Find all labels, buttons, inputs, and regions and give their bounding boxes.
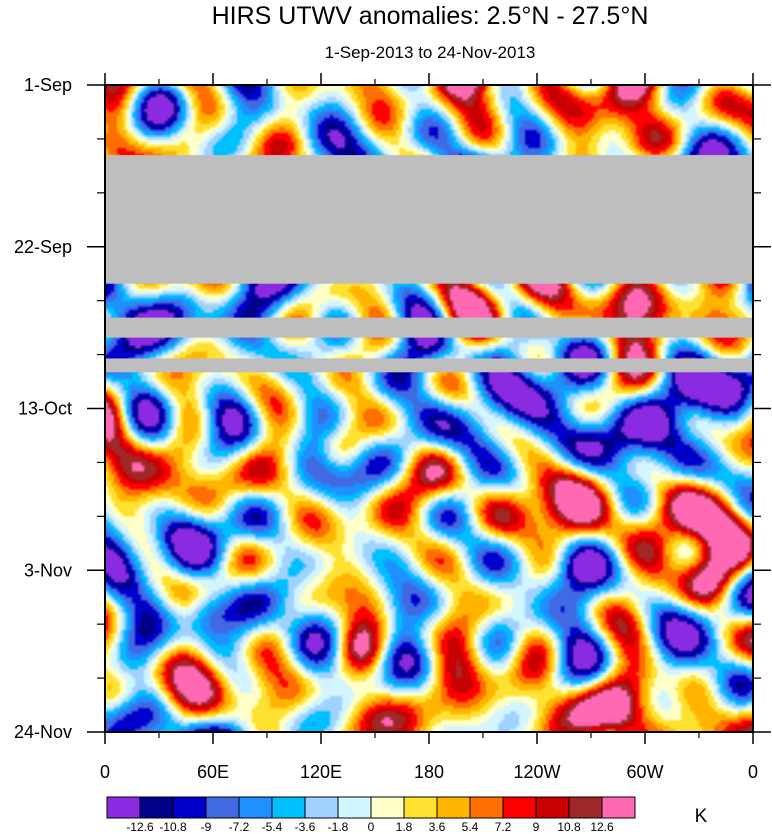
colorbar-swatch: [502, 796, 537, 819]
missing-data-band: [105, 358, 753, 373]
x-tick-label: 60W: [626, 762, 663, 782]
y-tick-label: 3-Nov: [24, 560, 72, 580]
colorbar-swatch: [601, 796, 636, 819]
colorbar-label: -9: [201, 820, 212, 834]
colorbar-label: 5.4: [462, 820, 479, 834]
colorbar-label: 3.6: [429, 820, 446, 834]
chart-subtitle: 1-Sep-2013 to 24-Nov-2013: [325, 43, 536, 62]
colorbar-label: -3.6: [295, 820, 316, 834]
colorbar: -12.6 -10.8 -9 -7.2 -5.4 -3.6 -1.8 0 1.8 3.6 5.4 7.…: [106, 796, 636, 834]
x-tick-label: 120W: [513, 762, 560, 782]
colorbar-swatch: [106, 796, 141, 819]
y-tick-label: 22-Sep: [14, 237, 72, 257]
x-tick-label: 0: [748, 762, 758, 782]
colorbar-swatch: [568, 796, 603, 819]
colorbar-swatch: [469, 796, 504, 819]
colorbar-swatch: [337, 796, 372, 819]
x-tick-label: 180: [414, 762, 444, 782]
colorbar-swatch: [403, 796, 438, 819]
colorbar-label: -10.8: [159, 820, 187, 834]
y-tick-label: 24-Nov: [14, 722, 72, 742]
x-tick-label: 0: [100, 762, 110, 782]
colorbar-swatch: [535, 796, 570, 819]
x-tick-label: 60E: [197, 762, 229, 782]
colorbar-swatch: [304, 796, 339, 819]
y-axis: 1-Sep 22-Sep 13-Oct 3-Nov 24-Nov: [14, 75, 771, 742]
missing-data-bands: [105, 155, 753, 373]
colorbar-label: 10.8: [557, 820, 581, 834]
colorbar-label: 7.2: [495, 820, 512, 834]
colorbar-swatch: [370, 796, 405, 819]
colorbar-swatch: [205, 796, 240, 819]
chart-title: HIRS UTWV anomalies: 2.5°N - 27.5°N: [212, 2, 649, 30]
colorbar-swatch: [172, 796, 207, 819]
y-tick-label: 1-Sep: [24, 75, 72, 95]
colorbar-swatch: [238, 796, 273, 819]
colorbar-label: -7.2: [229, 820, 250, 834]
colorbar-label: 12.6: [590, 820, 614, 834]
colorbar-label: -1.8: [328, 820, 349, 834]
x-axis: 0 60E 120E 180 120W 60W 0: [100, 73, 758, 782]
y-tick-label: 13-Oct: [18, 399, 72, 419]
colorbar-swatch: [436, 796, 471, 819]
colorbar-label: 9: [533, 820, 540, 834]
colorbar-swatch: [271, 796, 306, 819]
colorbar-label: 1.8: [396, 820, 413, 834]
colorbar-label: -12.6: [126, 820, 154, 834]
colorbar-label: 0: [368, 820, 375, 834]
colorbar-swatch: [139, 796, 174, 819]
colorbar-label: -5.4: [262, 820, 283, 834]
missing-data-band: [105, 155, 753, 284]
missing-data-band: [105, 317, 753, 338]
colorbar-units: K: [695, 806, 708, 827]
x-tick-label: 120E: [300, 762, 342, 782]
